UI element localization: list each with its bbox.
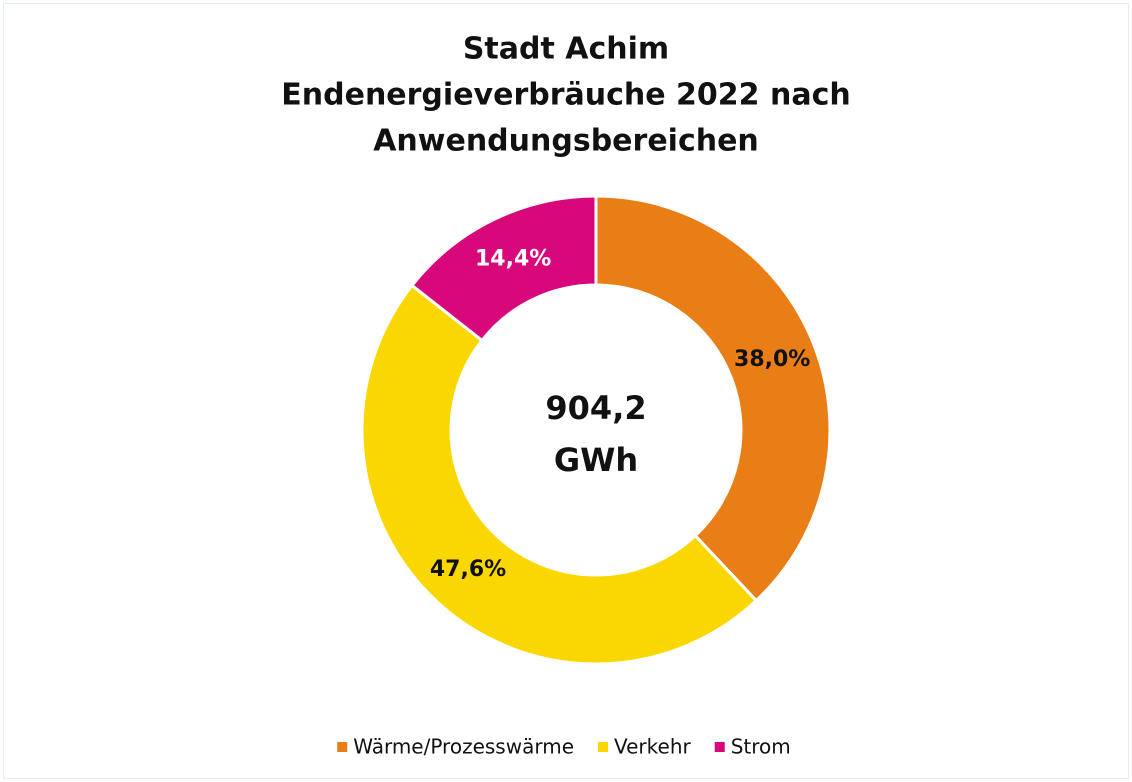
legend-swatch [714,742,725,752]
data-label: 14,4% [475,247,551,272]
donut-slice [594,194,832,603]
legend-label: Wärme/Prozesswärme [353,735,574,759]
legend-swatch [598,742,609,752]
donut-slice [409,194,598,343]
legend-swatch [337,742,348,752]
chart-title: Anwendungsbereichen [373,124,759,159]
data-label: 47,6% [430,557,506,582]
legend-label: Verkehr [614,735,692,759]
data-label: 38,0% [734,347,810,372]
center-label: 904,2 [545,389,646,427]
center-label: GWh [554,441,638,479]
chart-title: Stadt Achim [463,32,669,67]
chart-title: Endenergieverbräuche 2022 nach [281,78,850,113]
legend-label: Strom [731,735,791,759]
donut-slice [360,283,759,666]
